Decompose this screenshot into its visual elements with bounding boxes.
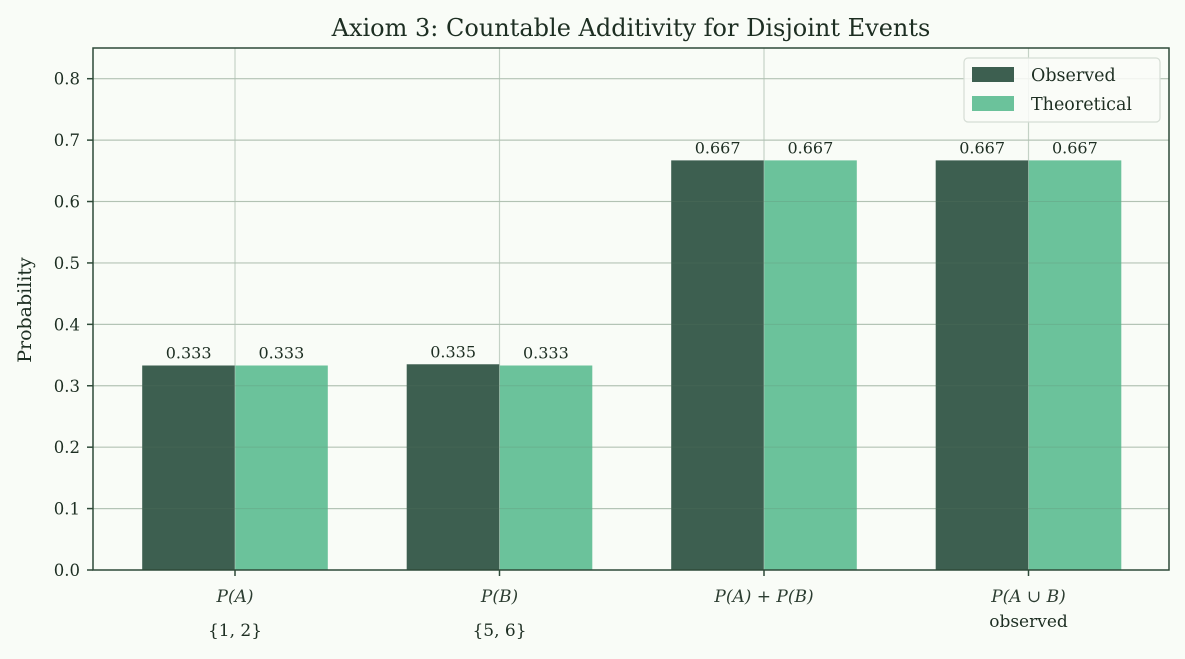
- y-tick-label: 0.2: [54, 438, 80, 457]
- bar-value-label: 0.667: [959, 138, 1005, 157]
- x-tick-sublabel: observed: [989, 612, 1068, 632]
- y-tick-label: 0.6: [54, 193, 80, 212]
- x-tick-sublabel: {5, 6}: [472, 621, 526, 641]
- legend: Observed Theoretical: [963, 57, 1161, 123]
- y-tick-label: 0.8: [54, 70, 80, 89]
- bar-value-label: 0.333: [523, 343, 569, 362]
- plot-frame: [92, 47, 1170, 571]
- x-tick-label: P(A): [216, 587, 254, 607]
- x-tick-label: P(A) + P(B): [713, 587, 813, 607]
- y-tick-label: 0.3: [54, 377, 80, 396]
- legend-swatch-observed: [972, 67, 1014, 82]
- x-tick-label: P(B): [480, 587, 518, 607]
- bar-theoretical: [764, 160, 857, 570]
- bar-observed: [935, 160, 1029, 570]
- bar-value-label: 0.667: [1052, 138, 1098, 157]
- y-tick-label: 0.4: [54, 315, 80, 334]
- bar-theoretical: [499, 365, 593, 570]
- x-tick-label: P(A ∪ B): [990, 587, 1066, 607]
- bar-series: [142, 160, 1122, 570]
- bar-observed: [406, 364, 500, 570]
- x-tick-sublabel: {1, 2}: [208, 621, 262, 641]
- y-tick-label: 0.0: [54, 561, 80, 580]
- y-tick-label: 0.7: [54, 131, 80, 150]
- bar-value-label: 0.333: [258, 343, 304, 362]
- bar-value-label: 0.333: [166, 343, 212, 362]
- bar-value-label: 0.667: [787, 138, 833, 157]
- legend-label-observed: Observed: [1031, 66, 1116, 86]
- y-axis-label: Probability: [14, 257, 36, 363]
- y-tick-label: 0.5: [54, 254, 80, 273]
- bar-value-label: 0.667: [695, 138, 741, 157]
- chart-title: Axiom 3: Countable Additivity for Disjoi…: [331, 14, 931, 42]
- bar-observed: [671, 160, 764, 570]
- bar-theoretical: [1028, 160, 1122, 570]
- bar-theoretical: [235, 365, 328, 570]
- bar-value-label: 0.335: [430, 342, 476, 361]
- x-axis: P(A) {1, 2} P(B) {5, 6} P(A) + P(B) P(A ∪ B) o…: [208, 570, 1068, 641]
- legend-label-theoretical: Theoretical: [1031, 95, 1132, 115]
- legend-swatch-theoretical: [972, 96, 1014, 111]
- y-tick-label: 0.1: [54, 500, 80, 519]
- y-axis: 0.0 0.1 0.2 0.3 0.4 0.5 0.6 0.7 0.8: [54, 70, 93, 580]
- bar-observed: [142, 365, 235, 570]
